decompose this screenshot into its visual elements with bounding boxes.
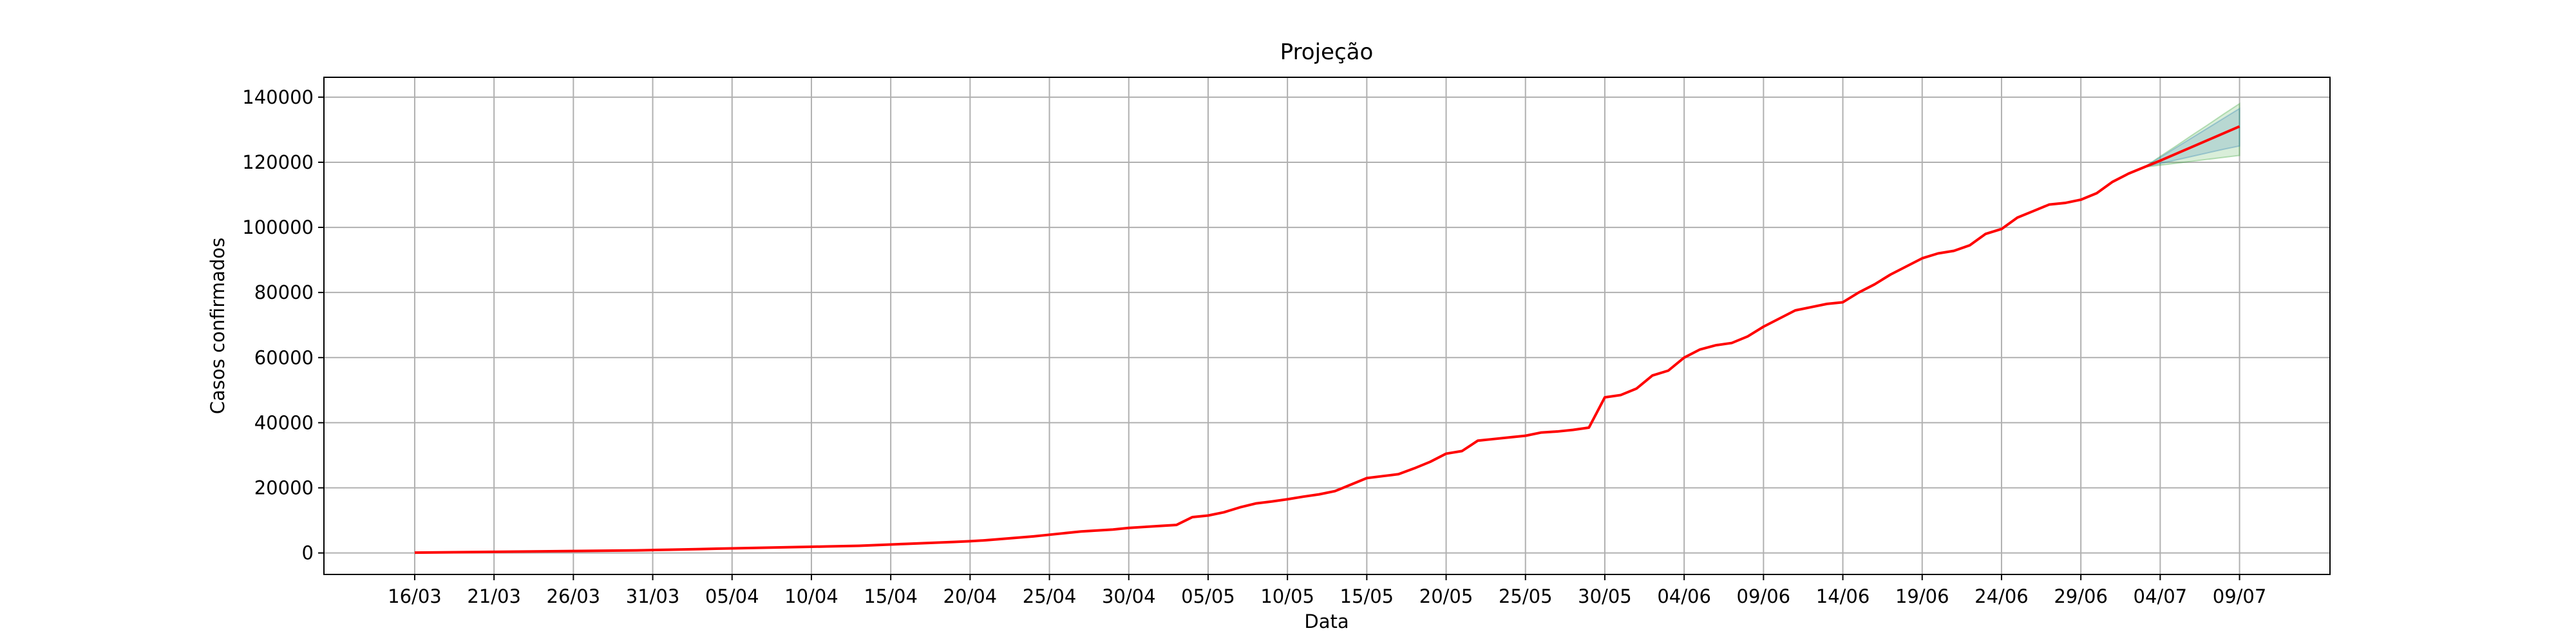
x-tick-label: 10/04 — [784, 585, 838, 607]
x-tick-label: 04/07 — [2134, 585, 2188, 607]
y-tick-label: 20000 — [254, 477, 314, 499]
plot-frame — [323, 77, 2331, 575]
x-tick-label: 25/05 — [1499, 585, 1553, 607]
y-axis-label: Casos confirmados — [207, 238, 229, 414]
y-tick-label: 60000 — [254, 346, 314, 368]
x-tick-label: 05/05 — [1181, 585, 1235, 607]
x-tick-label: 24/06 — [1975, 585, 2029, 607]
x-tick-label: 09/07 — [2213, 585, 2267, 607]
x-tick-label: 14/06 — [1816, 585, 1870, 607]
x-tick-label: 19/06 — [1895, 585, 1949, 607]
y-tick-label: 100000 — [242, 216, 314, 238]
x-tick-label: 04/06 — [1657, 585, 1711, 607]
x-axis-label: Data — [1304, 611, 1349, 632]
x-tick-label: 25/04 — [1023, 585, 1077, 607]
y-tick-label: 0 — [302, 542, 314, 564]
x-tick-label: 09/06 — [1737, 585, 1791, 607]
data-line — [414, 125, 2240, 554]
x-tick-label: 15/04 — [864, 585, 918, 607]
x-tick-label: 05/04 — [705, 585, 759, 607]
chart-title: Projeção — [1280, 39, 1374, 65]
x-tick-label: 16/03 — [388, 585, 442, 607]
x-tick-label: 30/04 — [1102, 585, 1156, 607]
y-tick-label: 80000 — [254, 281, 314, 303]
confidence-band — [2144, 102, 2240, 168]
x-tick-label: 15/05 — [1340, 585, 1394, 607]
x-tick-label: 30/05 — [1578, 585, 1632, 607]
x-tick-label: 10/05 — [1260, 585, 1314, 607]
y-tick-label: 140000 — [242, 86, 314, 108]
x-tick-label: 29/06 — [2054, 585, 2108, 607]
y-tick-label: 120000 — [242, 151, 314, 173]
x-tick-label: 31/03 — [626, 585, 680, 607]
x-tick-label: 26/03 — [547, 585, 601, 607]
x-tick-label: 20/04 — [943, 585, 998, 607]
y-tick-label: 40000 — [254, 412, 314, 433]
x-tick-label: 20/05 — [1419, 585, 1473, 607]
x-tick-label: 21/03 — [467, 585, 521, 607]
